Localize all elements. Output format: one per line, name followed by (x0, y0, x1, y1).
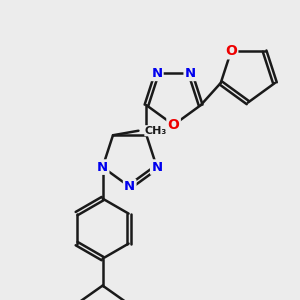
Text: O: O (225, 44, 237, 58)
Text: O: O (168, 118, 179, 132)
Text: N: N (185, 67, 196, 80)
Text: N: N (97, 160, 108, 174)
Text: N: N (151, 67, 162, 80)
Text: N: N (124, 180, 135, 193)
Text: N: N (151, 160, 162, 174)
Text: CH₃: CH₃ (145, 126, 167, 136)
